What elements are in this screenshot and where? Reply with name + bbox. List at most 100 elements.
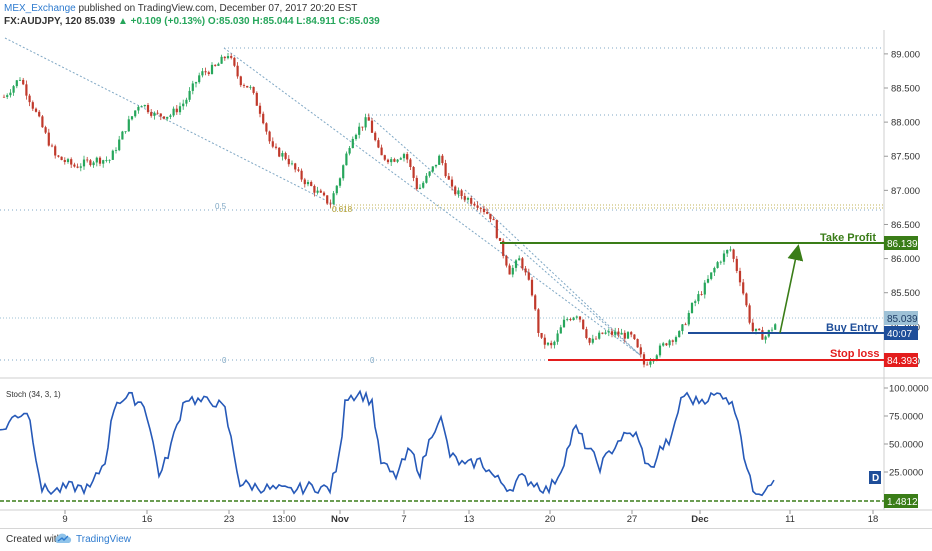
- candle: [751, 318, 754, 334]
- stoch-series: [0, 389, 775, 497]
- candle: [252, 86, 255, 95]
- candle: [447, 172, 450, 180]
- candle: [268, 130, 271, 144]
- candle: [316, 186, 319, 195]
- candle: [111, 149, 114, 161]
- candle: [623, 330, 626, 343]
- candle: [121, 130, 124, 140]
- candle: [335, 185, 338, 196]
- candle: [290, 160, 294, 166]
- candle: [498, 237, 502, 241]
- time-tick-label: Nov: [331, 514, 350, 525]
- candle: [694, 299, 697, 307]
- candle: [434, 164, 438, 169]
- candle: [310, 180, 313, 187]
- price-tick-label: 89.000: [891, 49, 920, 60]
- candle: [204, 67, 207, 76]
- candle: [297, 166, 300, 173]
- candle: [678, 330, 681, 338]
- candle: [70, 157, 73, 168]
- candle: [294, 162, 297, 173]
- trendline[interactable]: [223, 47, 641, 356]
- candle: [476, 201, 479, 211]
- trendline[interactable]: [4, 37, 336, 206]
- candle: [322, 191, 326, 197]
- candle: [383, 154, 386, 162]
- candle: [271, 137, 274, 149]
- stoch-tick-label: 100.0000: [889, 384, 929, 395]
- candle: [422, 181, 425, 189]
- take-profit-tag: [884, 236, 918, 250]
- target-arrow[interactable]: [779, 244, 804, 334]
- candle: [73, 162, 76, 168]
- candle: [377, 137, 380, 149]
- candle: [412, 165, 415, 182]
- author-link[interactable]: MEX_Exchange: [4, 3, 76, 14]
- trendline[interactable]: [464, 189, 641, 356]
- candle: [207, 70, 210, 76]
- trendline[interactable]: [367, 114, 641, 356]
- candle: [409, 158, 412, 171]
- time-tick-label: 16: [142, 514, 153, 525]
- candle: [114, 147, 118, 154]
- candle: [50, 143, 54, 148]
- price-tick-label: 86.000: [891, 254, 920, 265]
- candle: [742, 278, 745, 296]
- candle: [92, 160, 95, 168]
- candle: [502, 238, 505, 259]
- candle: [38, 110, 41, 118]
- candle: [460, 188, 463, 200]
- candle: [604, 329, 607, 335]
- candle: [578, 316, 582, 323]
- candle: [562, 315, 566, 328]
- time-axis[interactable]: 9 16 23 13:00 Nov 7 13 20 27 Dec 11 18: [62, 510, 878, 525]
- candle: [511, 265, 514, 278]
- price-tick-label: 88.500: [891, 84, 920, 95]
- candle: [108, 159, 111, 164]
- candle: [246, 85, 249, 88]
- candle: [492, 216, 495, 221]
- candle: [726, 249, 729, 257]
- candle: [15, 79, 18, 89]
- candle: [332, 191, 335, 205]
- candle: [598, 330, 601, 340]
- tradingview-brand[interactable]: TradingView: [76, 534, 132, 545]
- candle: [230, 53, 233, 60]
- candle: [137, 105, 140, 114]
- candle: [406, 151, 409, 164]
- candle: [748, 303, 751, 325]
- candle: [9, 89, 12, 98]
- candle: [556, 330, 559, 345]
- candle: [258, 102, 262, 118]
- chart-canvas[interactable]: 0.5 0.618 0 0 Take Profit Buy Entry Stop…: [0, 0, 932, 528]
- time-tick-label: Dec: [691, 514, 708, 525]
- price-change: ▲ +0.109 (+0.13%): [117, 16, 206, 27]
- candle: [300, 168, 303, 182]
- stoch-title: Stoch (34, 3, 1): [6, 390, 61, 399]
- chart-header: MEX_Exchange published on TradingView.co…: [0, 0, 932, 30]
- candle: [505, 254, 508, 268]
- candle: [370, 118, 374, 134]
- candle: [719, 260, 722, 265]
- stoch-axis[interactable]: 100.0000 75.0000 50.0000 25.0000: [884, 384, 929, 479]
- candle: [143, 104, 146, 108]
- candle: [210, 62, 214, 75]
- candle: [313, 184, 316, 197]
- candle: [265, 122, 268, 135]
- candle: [25, 80, 28, 100]
- candle: [166, 116, 169, 122]
- time-tick-label: 18: [868, 514, 879, 525]
- candle: [12, 84, 15, 96]
- stoch-line: [0, 389, 775, 497]
- tradingview-cloud-icon: [55, 533, 72, 543]
- candle: [722, 250, 726, 265]
- candle: [646, 361, 649, 366]
- buy-entry-price: 40:07: [887, 329, 912, 340]
- stop-loss-tag: [884, 353, 918, 367]
- candle: [486, 208, 489, 215]
- candle: [569, 317, 572, 322]
- candle: [601, 332, 604, 335]
- price-tick-label: 87.500: [891, 152, 920, 163]
- candle: [60, 156, 63, 161]
- time-tick-label: 9: [62, 514, 67, 525]
